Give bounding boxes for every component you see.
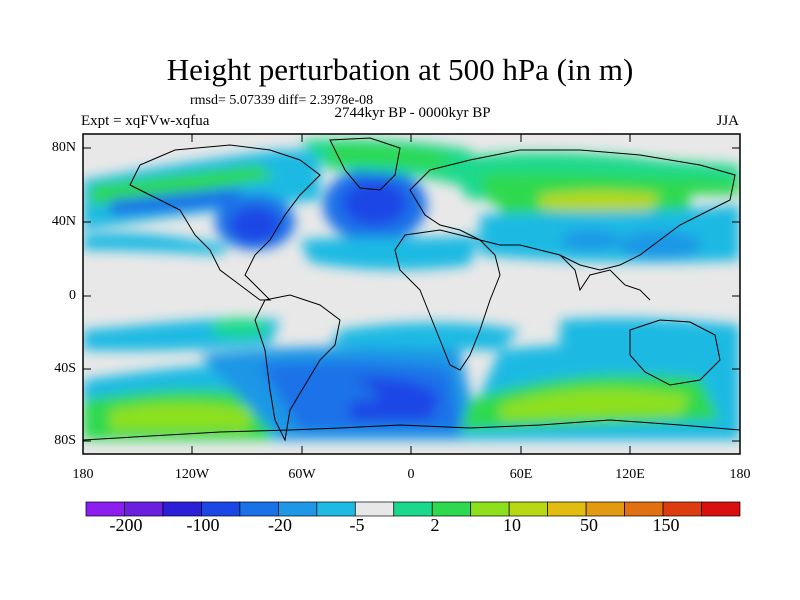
- lon-label-180e: 180: [729, 467, 751, 482]
- colorbar-swatch: [508, 501, 548, 517]
- lat-label-40n: 40N: [51, 214, 76, 229]
- lat-label-80s: 80S: [54, 433, 76, 448]
- colorbar-label: 150: [652, 515, 680, 535]
- lat-label-40s: 40S: [54, 361, 76, 376]
- colorbar-label: -100: [186, 515, 220, 535]
- lon-label-120w: 120W: [174, 467, 210, 482]
- period-text: 2744kyr BP - 0000kyr BP: [334, 105, 491, 121]
- colorbar-swatch: [124, 501, 164, 517]
- colorbar-swatch: [431, 501, 472, 517]
- colorbar-swatch: [278, 501, 318, 517]
- figure-title: Height perturbation at 500 hPa (in m): [166, 52, 634, 87]
- stats-text: rmsd= 5.07339 diff= 2.3978e-08: [190, 93, 374, 108]
- colorbar-swatch: [162, 501, 202, 517]
- colorbar-swatch: [354, 501, 395, 517]
- colorbar-swatch: [201, 501, 241, 517]
- map-field: [83, 134, 740, 454]
- field-south: [83, 317, 740, 440]
- colorbar-swatch: [470, 501, 510, 517]
- axis-ticks: [83, 134, 740, 454]
- colorbar-swatch: [662, 501, 702, 517]
- season-label: JJA: [716, 113, 739, 129]
- lat-label-0: 0: [69, 288, 76, 303]
- colorbar-label: 2: [430, 515, 440, 535]
- lon-label-0: 0: [407, 467, 415, 482]
- colorbar: [85, 501, 741, 517]
- lon-label-180w: 180: [72, 467, 94, 482]
- field-north: [83, 139, 740, 270]
- colorbar-label: -200: [109, 515, 143, 535]
- lat-label-80n: 80N: [51, 140, 76, 155]
- colorbar-swatch: [701, 501, 741, 517]
- colorbar-swatch: [239, 501, 279, 517]
- colorbar-swatch: [85, 501, 125, 517]
- lon-label-60w: 60W: [288, 467, 316, 482]
- colorbar-swatch: [393, 501, 433, 517]
- lon-label-120e: 120E: [615, 467, 645, 482]
- colorbar-swatch: [547, 501, 587, 517]
- experiment-label: Expt = xqFVw-xqfua: [81, 113, 210, 129]
- lon-label-60e: 60E: [509, 467, 533, 482]
- colorbar-label: -5: [349, 515, 365, 535]
- colorbar-label: 50: [580, 515, 598, 535]
- colorbar-swatch: [624, 501, 664, 517]
- colorbar-label: -20: [268, 515, 292, 535]
- colorbar-label: 10: [503, 515, 521, 535]
- colorbar-swatch: [585, 501, 625, 517]
- colorbar-swatch: [316, 501, 356, 517]
- coastlines: [83, 137, 740, 442]
